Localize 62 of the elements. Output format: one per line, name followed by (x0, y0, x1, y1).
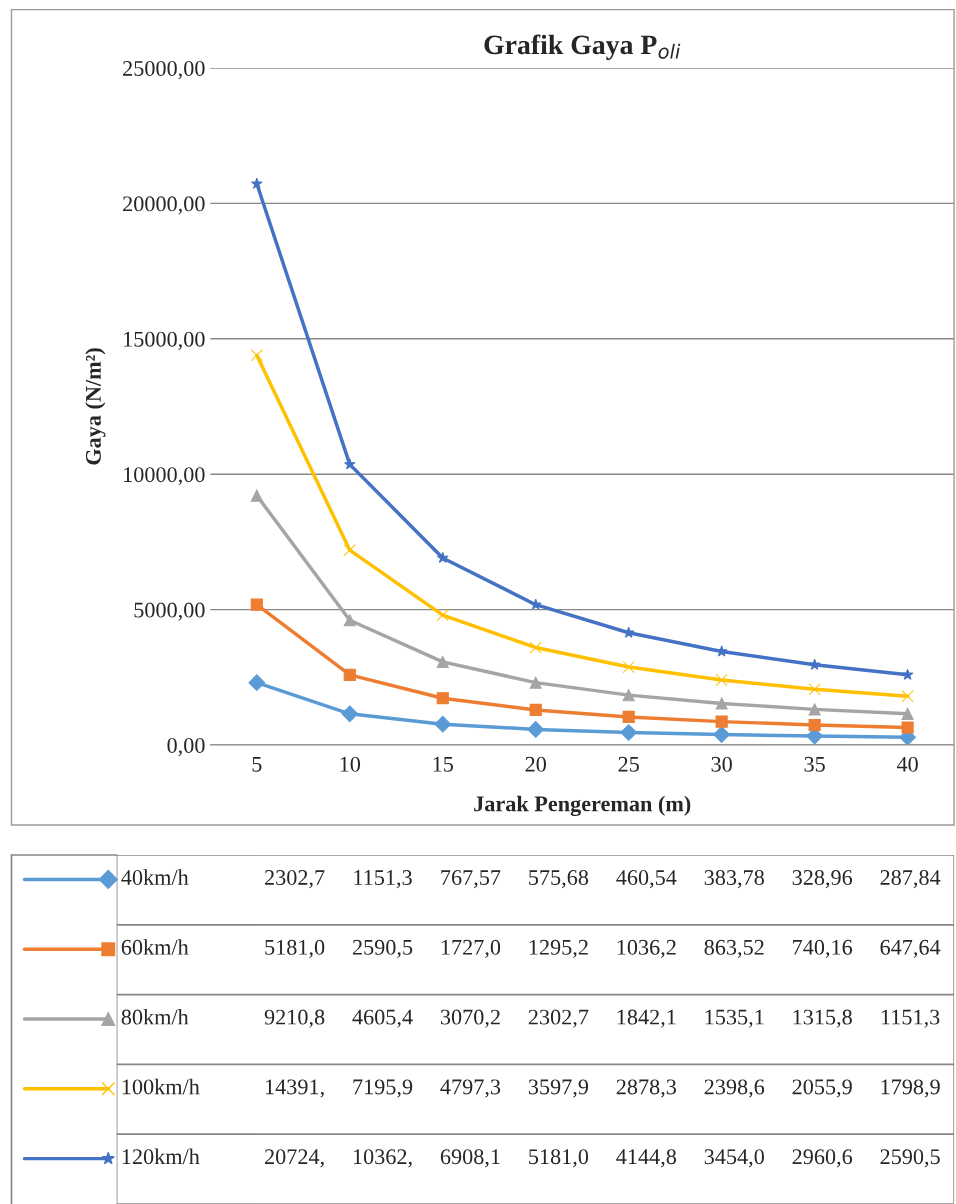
data-label: 287,84 (880, 870, 941, 889)
data-label: 2302,7 (265, 870, 325, 889)
data-label: 740,16 (793, 939, 853, 958)
data-label: 1151,3 (881, 1009, 940, 1028)
data-label: 20724, (265, 1149, 324, 1168)
y-tick-label: 0,00 (167, 737, 205, 757)
y-tick-label: 10000,00 (124, 467, 205, 486)
x-tick-label: 10 (340, 756, 361, 772)
data-label: 460,54 (616, 870, 677, 889)
data-label: 2302,7 (528, 1009, 589, 1028)
data-label: 2055,9 (792, 1079, 852, 1098)
data-label: 14391, (265, 1079, 324, 1098)
y-tick-label: 5000,00 (134, 602, 205, 621)
data-label: 4605,4 (352, 1009, 413, 1028)
x-tick-label: 25 (618, 756, 639, 772)
data-label: 4797,3 (440, 1079, 501, 1098)
data-label: 328,96 (792, 870, 853, 889)
data-label: 1036,2 (617, 939, 676, 958)
x-tick-label: 35 (804, 756, 825, 772)
data-label: 2398,6 (704, 1079, 765, 1098)
data-label: 3070,2 (440, 1009, 500, 1028)
data-label: 3454,0 (704, 1149, 764, 1168)
data-label: 1727,0 (441, 939, 501, 958)
data-label: 10362, (353, 1149, 412, 1168)
data-label: 5181,0 (529, 1149, 589, 1168)
data-label: 1151,3 (354, 870, 412, 889)
legend-label: 80km/h (121, 1008, 189, 1025)
legend-label: 100km/h (122, 1078, 200, 1095)
data-label: 383,78 (704, 870, 764, 889)
data-label: 1315,8 (793, 1009, 852, 1028)
chart-title: Grafik Gaya P$_{oli}$ (484, 34, 681, 60)
y-tick-label: 15000,00 (124, 331, 205, 350)
data-label: 5181,0 (265, 939, 325, 958)
y-tick-label: 20000,00 (123, 196, 205, 215)
data-label: 2590,5 (352, 939, 413, 958)
data-label: 6908,1 (440, 1149, 500, 1168)
y-axis-title: Gaya (N/m²) (85, 348, 106, 465)
data-label: 2960,6 (792, 1149, 853, 1168)
data-label: 1295,2 (529, 939, 588, 958)
data-label: 7195,9 (353, 1079, 413, 1098)
data-label: 647,64 (880, 939, 941, 958)
data-label: 1535,1 (705, 1009, 764, 1028)
legend-label: 60km/h (121, 939, 189, 955)
data-label: 575,68 (529, 870, 589, 889)
x-axis-title: Jarak Pengereman (m) (474, 795, 691, 817)
x-tick-label: 5 (252, 756, 262, 772)
data-label: 2878,3 (616, 1079, 677, 1098)
data-label: 4144,8 (616, 1149, 677, 1168)
x-tick-label: 40 (896, 756, 918, 772)
data-label: 863,52 (704, 939, 764, 958)
data-label: 3597,9 (528, 1079, 589, 1098)
data-label: 1842,1 (617, 1009, 676, 1028)
x-tick-label: 30 (711, 756, 732, 772)
x-tick-label: 20 (525, 756, 546, 772)
legend-label: 40km/h (121, 869, 189, 885)
data-label: 9210,8 (264, 1009, 325, 1028)
x-tick-label: 15 (433, 756, 453, 772)
y-tick-label: 25000,00 (123, 60, 205, 80)
data-label: 2590,5 (880, 1149, 940, 1168)
data-label: 1798,9 (881, 1079, 940, 1098)
legend-label: 120km/h (122, 1148, 200, 1165)
data-label: 767,57 (441, 870, 501, 889)
